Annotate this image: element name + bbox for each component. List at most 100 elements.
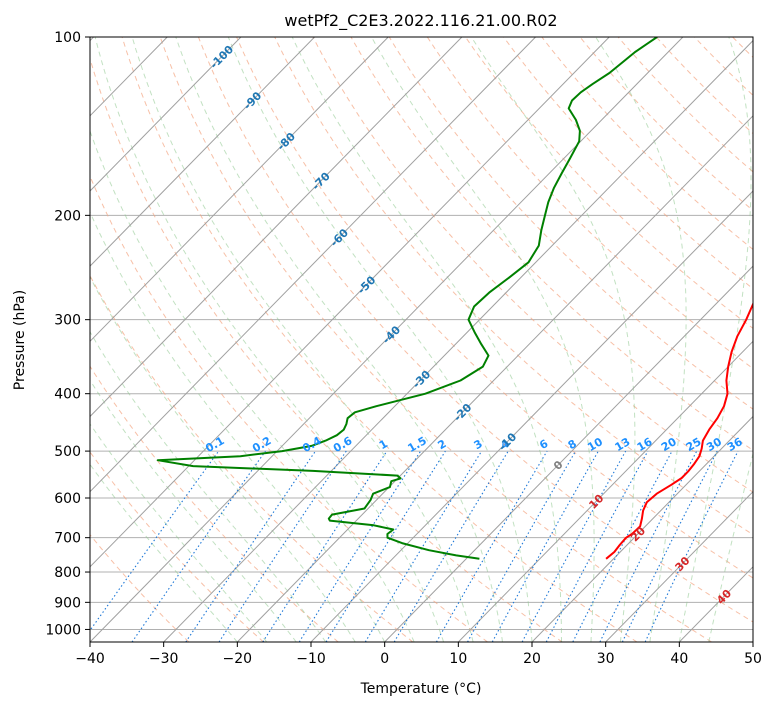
mixing-ratio-line [467, 450, 577, 642]
y-tick-label: 400 [54, 387, 81, 403]
y-tick-label: 500 [54, 444, 81, 460]
y-tick-label: 300 [54, 313, 81, 329]
mixing-ratio-label: 0.1 [203, 434, 226, 455]
mixing-ratio-line [218, 450, 347, 642]
x-tick-label: 10 [449, 651, 467, 667]
profiles [156, 37, 753, 560]
moist-adiabat [470, 37, 636, 642]
x-tick-label: −20 [223, 651, 253, 667]
mixing-ratio-line [90, 450, 220, 632]
isotherm-line [457, 340, 753, 642]
mixing-ratio-line [185, 450, 316, 642]
mixing-ratio-label: 0.4 [300, 434, 324, 455]
axes: −40 −30 −20 −10 0 10 20 30 40 5010020030040050060… [45, 30, 762, 667]
moist-adiabat [90, 379, 297, 642]
dry-adiabat [90, 57, 563, 642]
moist-adiabat [595, 37, 687, 642]
y-tick-label: 800 [54, 565, 81, 581]
x-tick-label: 0 [380, 651, 389, 667]
y-tick-label: 900 [54, 595, 81, 611]
mixing-ratio-line [545, 450, 649, 642]
mixing-ratio-line [572, 450, 673, 642]
x-tick-label: 30 [597, 651, 615, 667]
mixing-ratio-lines [90, 450, 739, 642]
mixing-ratio-line [298, 450, 422, 642]
isotherm-line [90, 37, 242, 192]
dewpoint-profile [156, 37, 658, 560]
temperature-profile [605, 301, 753, 560]
isotherms [90, 37, 753, 642]
isotherm-line [90, 37, 315, 267]
y-axis-label: Pressure (hPa) [12, 290, 28, 390]
isotherm-line [90, 37, 684, 642]
x-tick-label: −40 [75, 651, 105, 667]
x-tick-label: 40 [670, 651, 688, 667]
dry-adiabat [655, 37, 753, 135]
mixing-ratio-line [435, 450, 548, 642]
mixing-ratio-label: 3 [472, 437, 485, 452]
dry-adiabat [426, 37, 753, 370]
isotherm-line [90, 37, 536, 493]
y-tick-label: 200 [54, 208, 81, 224]
dry-adiabat [90, 274, 414, 642]
isotherm-line [163, 39, 753, 642]
mixing-ratio-line [262, 450, 388, 642]
moist-adiabat [94, 37, 445, 642]
x-tick-label: −30 [149, 651, 179, 667]
mixing-ratio-label: 1 [377, 437, 390, 452]
dry-adiabat [312, 37, 753, 493]
y-tick-label: 100 [54, 30, 81, 46]
x-axis-label: Temperature (°C) [360, 681, 482, 697]
mixing-ratio-line [491, 450, 599, 642]
isotherm-line [310, 190, 753, 642]
pressure-grid [90, 37, 753, 630]
dry-adiabat [274, 37, 753, 536]
moist-adiabat [371, 37, 595, 642]
mixing-ratio-label: 8 [566, 437, 579, 452]
mixing-ratio-line [521, 450, 627, 642]
mixing-ratio-label: 6 [537, 437, 550, 452]
moist-adiabat [227, 37, 533, 642]
mixing-ratio-line [621, 450, 718, 642]
isotherm-line [236, 115, 753, 642]
mixing-ratio-label: 2 [435, 437, 448, 452]
moist-adiabat [678, 37, 752, 642]
dry-adiabat [90, 451, 264, 642]
moist-adiabat [90, 423, 268, 642]
dry-adiabat [771, 37, 775, 642]
moist-adiabat [90, 463, 238, 642]
x-tick-label: −10 [296, 651, 326, 667]
moist-adiabat [131, 37, 474, 642]
plot-frame [89, 36, 754, 643]
isotherm-line [531, 415, 753, 642]
dry-adiabat [694, 37, 753, 97]
moist-adiabat [90, 330, 327, 642]
x-tick-label: 20 [523, 651, 541, 667]
mixing-ratio-line [325, 450, 446, 642]
dry-adiabat [90, 365, 339, 642]
y-tick-label: 1000 [45, 622, 81, 638]
isotherm-line [90, 37, 610, 568]
dry-adiabat [503, 37, 753, 290]
mixing-ratio-line [599, 450, 698, 642]
mixing-ratio-line [131, 450, 266, 642]
dry-adiabat [732, 37, 753, 59]
y-tick-label: 600 [54, 491, 81, 507]
mixing-ratio-line [364, 450, 483, 642]
isotherm-line [384, 265, 753, 642]
isotherm-line [90, 37, 463, 418]
x-tick-label: 50 [744, 651, 762, 667]
moist-adiabat [175, 37, 503, 642]
dry-adiabat [90, 175, 488, 642]
moist-adiabat [90, 276, 356, 642]
y-tick-label: 700 [54, 531, 81, 547]
isotherm-line [678, 566, 753, 642]
dry-adiabat [579, 37, 753, 212]
isotherm-line [90, 37, 389, 343]
moist-adiabats [90, 37, 753, 642]
moist-adiabat [90, 210, 386, 642]
moist-adiabat [291, 37, 562, 642]
chart-title: wetPf2_C2E3.2022.116.21.00.R02 [284, 11, 557, 31]
